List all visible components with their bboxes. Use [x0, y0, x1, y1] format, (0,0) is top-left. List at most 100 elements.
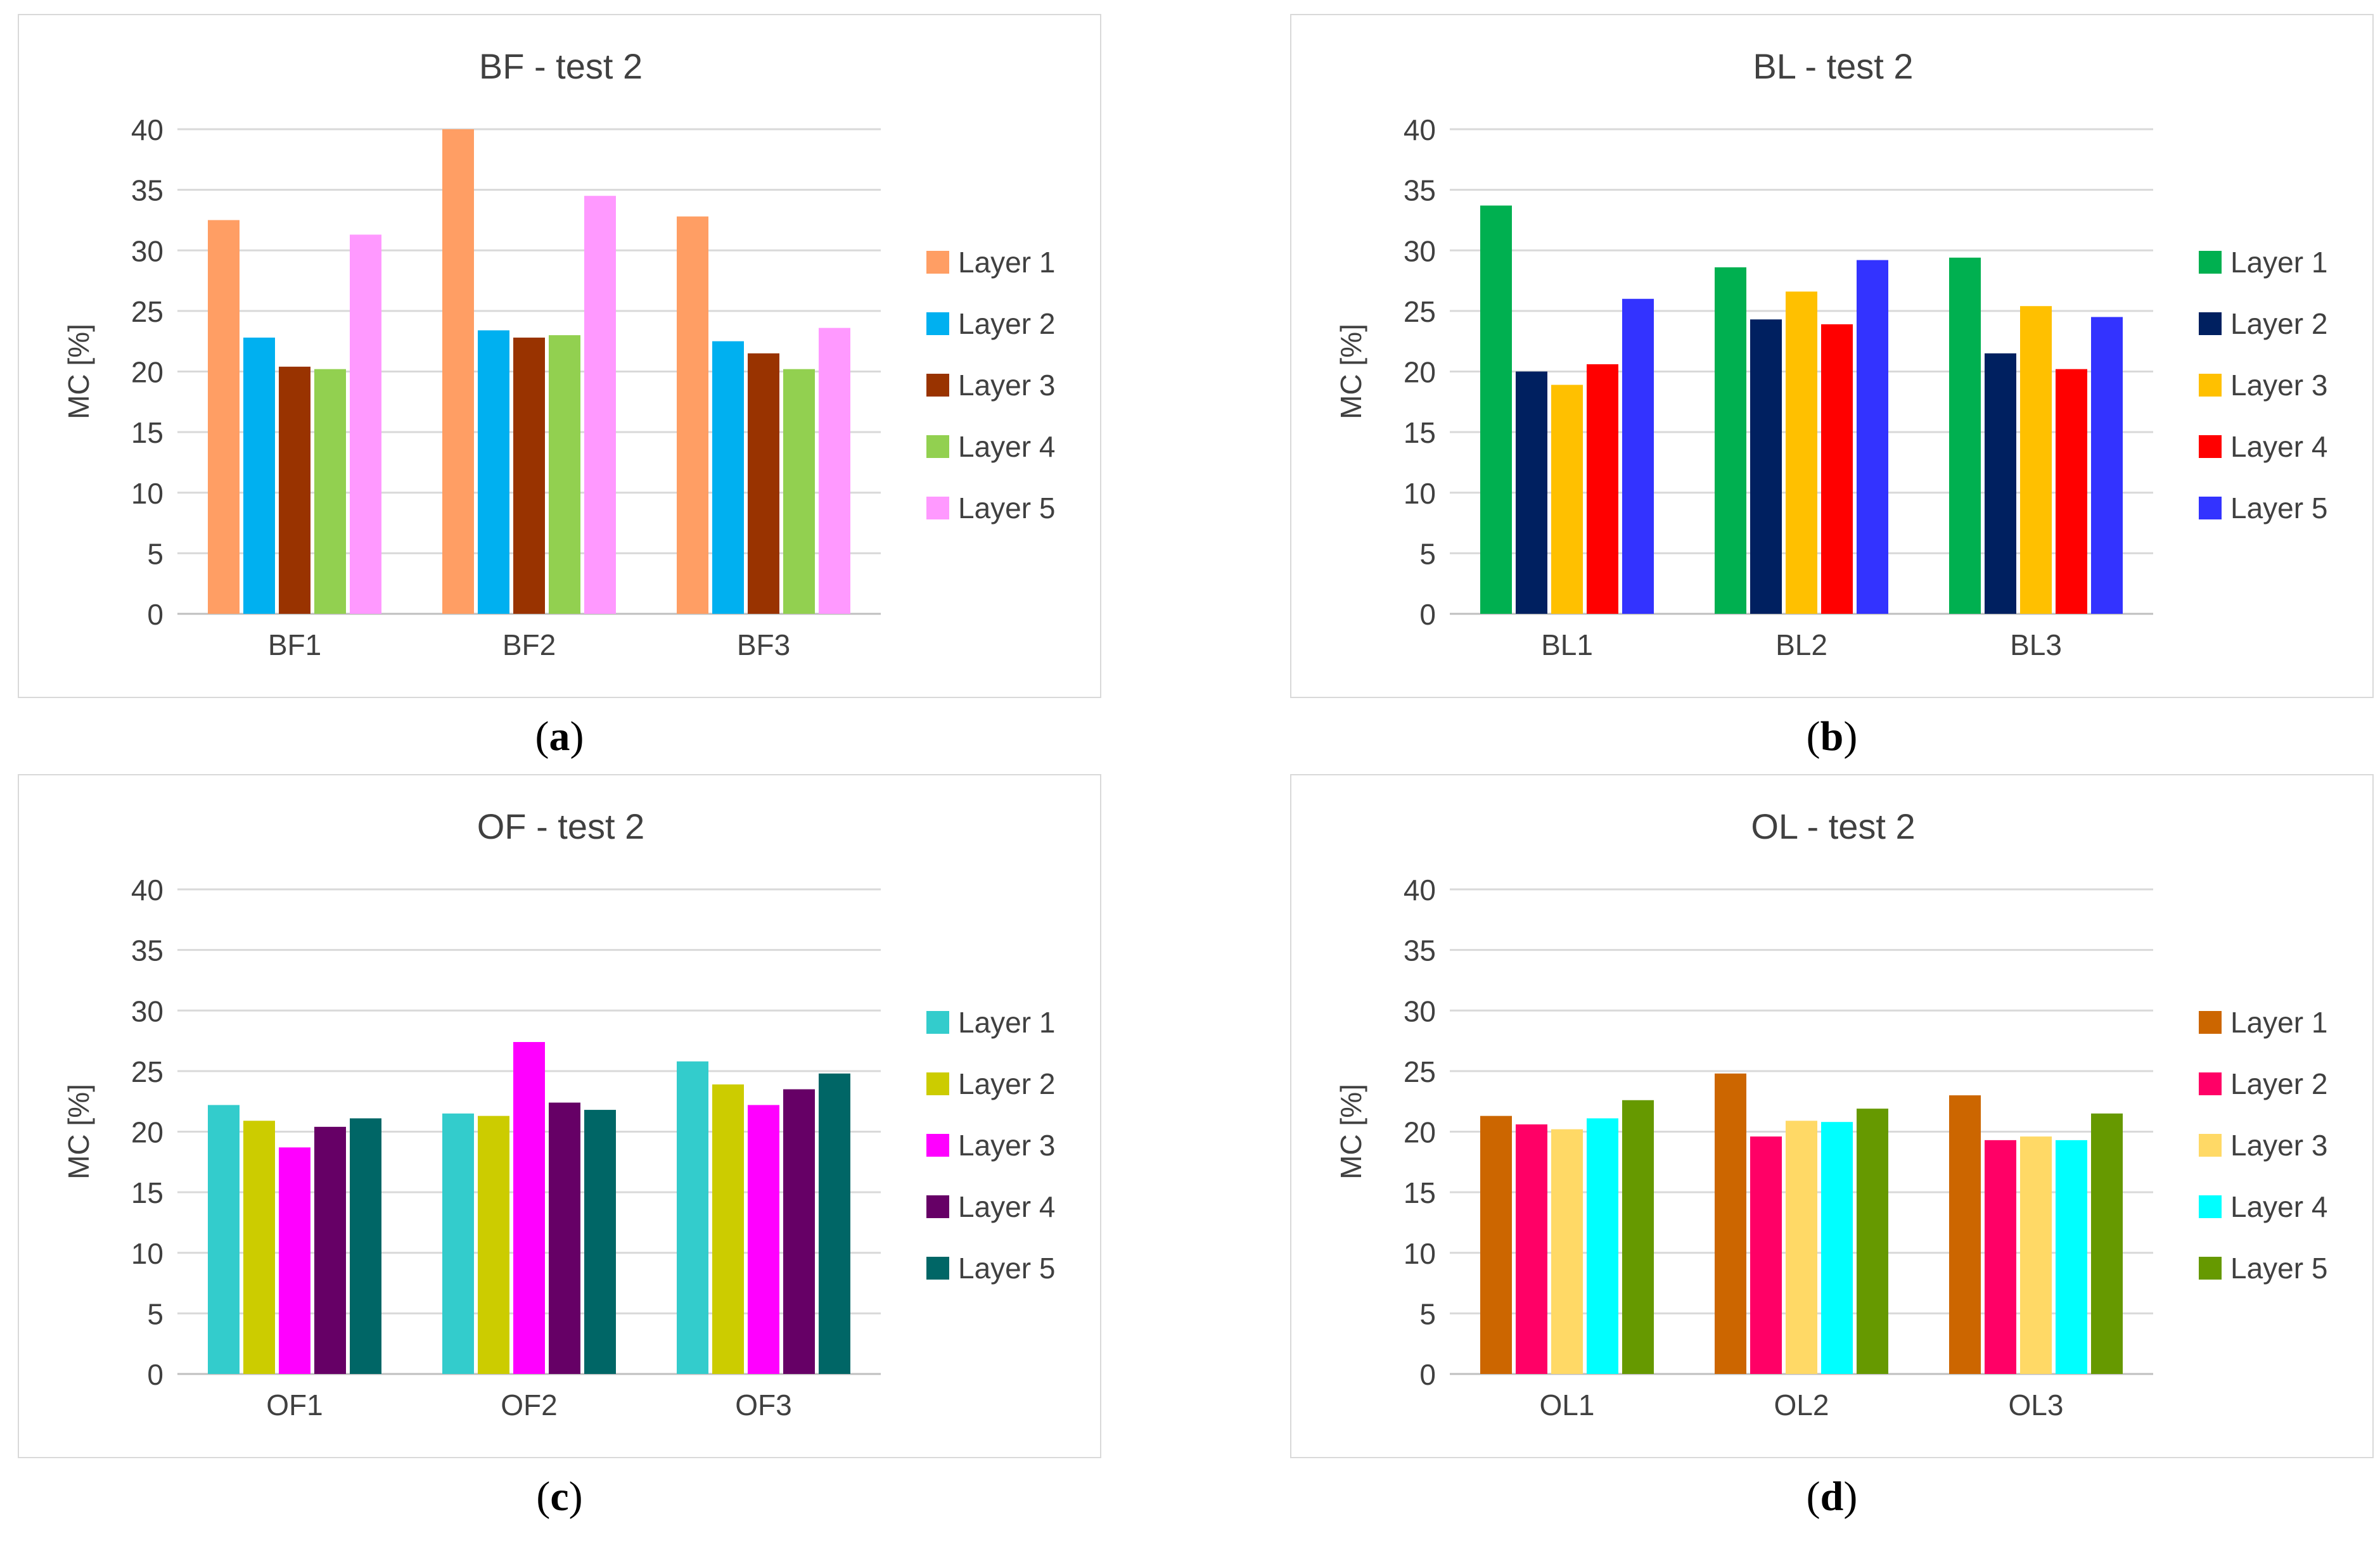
bar-bf1-layer-2 — [243, 337, 275, 614]
y-axis-label: MC [%] — [62, 324, 95, 419]
legend-label-layer-3: Layer 3 — [2230, 369, 2327, 402]
y-tick-label: 5 — [147, 1297, 163, 1330]
legend-swatch-layer-5 — [926, 497, 949, 519]
chart-svg: BF - test 2 0 5 10 15 20 25 30 35 40 MC [%] BF1 BF2 B… — [62, 46, 1055, 661]
y-tick-label: 40 — [131, 113, 163, 146]
bar-bl2-layer-2 — [1750, 319, 1782, 614]
y-tick-label: 25 — [1404, 295, 1436, 328]
y-tick-label: 35 — [131, 174, 163, 207]
y-tick-label: 20 — [131, 356, 163, 389]
bar-ol1-layer-5 — [1622, 1100, 1654, 1374]
bar-of2-layer-2 — [478, 1116, 509, 1374]
legend-swatch-layer-3 — [926, 1134, 949, 1157]
bar-ol3-layer-1 — [1949, 1095, 1981, 1374]
y-tick-label: 20 — [1404, 356, 1436, 389]
bar-of2-layer-1 — [442, 1113, 474, 1374]
legend-label-layer-4: Layer 4 — [2230, 1190, 2327, 1223]
legend-swatch-layer-5 — [2199, 497, 2222, 519]
bar-ol3-layer-4 — [2056, 1140, 2087, 1374]
legend-swatch-layer-5 — [926, 1257, 949, 1280]
bar-bf2-layer-5 — [584, 196, 616, 614]
y-tick-label: 25 — [131, 1055, 163, 1088]
legend-swatch-layer-2 — [2199, 312, 2222, 335]
bar-bf2-layer-4 — [549, 335, 580, 614]
bar-ol3-layer-3 — [2020, 1136, 2052, 1374]
bar-ol1-layer-1 — [1480, 1116, 1512, 1374]
legend-label-layer-1: Layer 1 — [2230, 1006, 2327, 1039]
bar-of1-layer-5 — [350, 1118, 381, 1374]
bar-ol3-layer-5 — [2091, 1113, 2123, 1374]
bar-of1-layer-2 — [243, 1121, 275, 1374]
y-tick-label: 10 — [1404, 477, 1436, 510]
chart-title: OF - test 2 — [477, 806, 645, 846]
legend-swatch-layer-2 — [926, 312, 949, 335]
bar-bl1-layer-4 — [1587, 364, 1618, 614]
bar-ol2-layer-4 — [1821, 1122, 1853, 1374]
caption-c: (c) — [536, 1473, 583, 1520]
bar-bl3-layer-1 — [1949, 257, 1981, 614]
chart-title: BL - test 2 — [1753, 46, 1913, 86]
legend-label-layer-4: Layer 4 — [2230, 430, 2327, 463]
legend-label-layer-5: Layer 5 — [958, 492, 1055, 525]
legend-swatch-layer-4 — [926, 1195, 949, 1218]
legend-label-layer-4: Layer 4 — [958, 430, 1055, 463]
y-tick-label: 25 — [1404, 1055, 1436, 1088]
bar-ol1-layer-3 — [1551, 1129, 1583, 1374]
y-tick-label: 40 — [131, 874, 163, 906]
x-tick-label: BL2 — [1775, 628, 1827, 661]
bar-bf3-layer-2 — [712, 341, 744, 614]
bar-of3-layer-4 — [783, 1089, 815, 1374]
legend-label-layer-5: Layer 5 — [958, 1252, 1055, 1285]
bar-ol3-layer-2 — [1985, 1140, 2016, 1374]
y-tick-label: 0 — [1419, 598, 1436, 631]
bar-of2-layer-5 — [584, 1110, 616, 1374]
legend-label-layer-5: Layer 5 — [2230, 492, 2327, 525]
bar-bf3-layer-4 — [783, 369, 815, 614]
bar-bf2-layer-2 — [478, 330, 509, 614]
chart-title: BF - test 2 — [479, 46, 643, 86]
x-tick-label: OF2 — [501, 1389, 557, 1421]
legend-swatch-layer-2 — [2199, 1072, 2222, 1095]
bar-of1-layer-3 — [279, 1147, 310, 1374]
y-tick-label: 30 — [1404, 234, 1436, 267]
bar-ol2-layer-2 — [1750, 1136, 1782, 1374]
y-tick-label: 35 — [1404, 934, 1436, 967]
y-tick-label: 35 — [131, 934, 163, 967]
caption-b: (b) — [1806, 713, 1858, 760]
y-tick-label: 10 — [1404, 1237, 1436, 1270]
legend-label-layer-2: Layer 2 — [2230, 1067, 2327, 1100]
bar-ol2-layer-1 — [1715, 1073, 1746, 1374]
y-tick-label: 15 — [131, 1176, 163, 1209]
bar-bl1-layer-2 — [1516, 371, 1547, 614]
legend-swatch-layer-1 — [926, 1011, 949, 1034]
x-tick-label: BL3 — [2010, 628, 2062, 661]
legend-label-layer-2: Layer 2 — [958, 1067, 1055, 1100]
bar-bl3-layer-2 — [1985, 353, 2016, 614]
y-tick-label: 5 — [1419, 1297, 1436, 1330]
chart-svg: OF - test 2 0 5 10 15 20 25 30 35 40 MC [%] OF1 OF2 O… — [62, 806, 1055, 1421]
y-tick-label: 30 — [131, 995, 163, 1027]
legend-label-layer-1: Layer 1 — [958, 1006, 1055, 1039]
bar-bl1-layer-3 — [1551, 385, 1583, 614]
bar-bf3-layer-5 — [819, 327, 850, 614]
x-tick-label: OL1 — [1540, 1389, 1595, 1421]
y-tick-label: 5 — [147, 537, 163, 570]
legend-label-layer-1: Layer 1 — [2230, 246, 2327, 279]
chart-title: OL - test 2 — [1751, 806, 1915, 846]
bar-bl2-layer-5 — [1857, 260, 1888, 614]
y-tick-label: 15 — [131, 416, 163, 449]
legend-label-layer-2: Layer 2 — [958, 307, 1055, 340]
legend-label-layer-3: Layer 3 — [958, 1129, 1055, 1162]
legend-swatch-layer-1 — [926, 251, 949, 274]
bar-of3-layer-3 — [748, 1105, 779, 1374]
legend-label-layer-3: Layer 3 — [2230, 1129, 2327, 1162]
legend-label-layer-3: Layer 3 — [958, 369, 1055, 402]
legend-swatch-layer-1 — [2199, 1011, 2222, 1034]
legend-swatch-layer-4 — [926, 435, 949, 458]
x-tick-label: BF3 — [737, 628, 790, 661]
bar-bf3-layer-1 — [677, 216, 708, 614]
bar-bf1-layer-1 — [208, 220, 240, 614]
y-tick-label: 40 — [1404, 113, 1436, 146]
chart-panel-ol: OL - test 2 0 5 10 15 20 25 30 35 40 MC [%] OL1 OL2 O… — [1290, 774, 2374, 1458]
legend-label-layer-1: Layer 1 — [958, 246, 1055, 279]
